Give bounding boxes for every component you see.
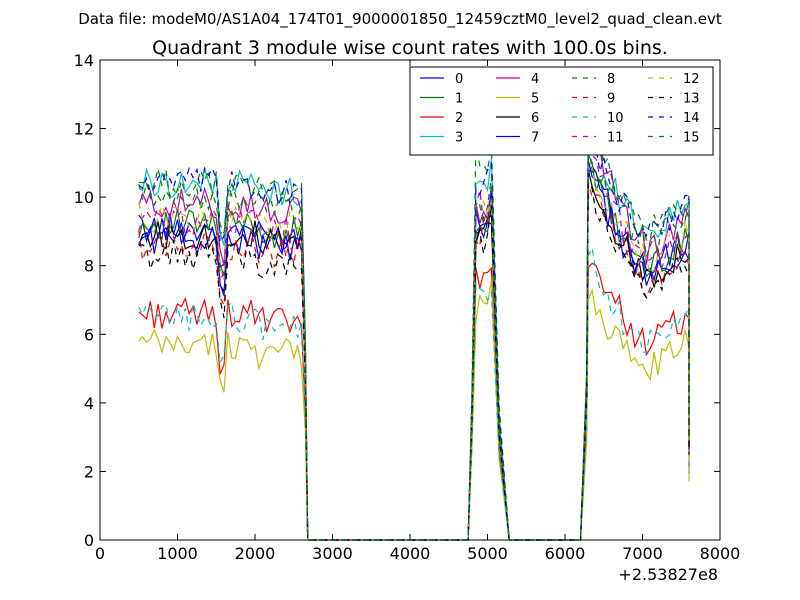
y-tick-label: 4 xyxy=(84,394,94,413)
legend-box xyxy=(409,66,714,156)
series-line-8 xyxy=(138,122,690,541)
y-tick-label: 8 xyxy=(84,257,94,276)
series-layer xyxy=(138,108,690,541)
legend-label-1: 1 xyxy=(455,92,463,107)
chart-title: Quadrant 3 module wise count rates with … xyxy=(152,37,668,59)
series-line-11 xyxy=(138,132,690,541)
y-tick-label: 6 xyxy=(84,325,94,344)
legend-label-12: 12 xyxy=(683,72,700,87)
x-axis-offset-label: +2.53827e8 xyxy=(618,565,718,584)
series-line-12 xyxy=(138,162,690,541)
axes-layer: 0 1000 2000 3000 4000 5000 6000 7000 80000246810… xyxy=(74,51,741,563)
x-tick-label: 8000 xyxy=(700,544,741,563)
series-line-13 xyxy=(138,180,690,541)
legend-label-9: 9 xyxy=(607,92,615,107)
y-tick-label: 14 xyxy=(74,51,94,70)
series-line-4 xyxy=(138,108,690,541)
legend-label-6: 6 xyxy=(531,111,539,126)
series-line-14 xyxy=(138,127,690,541)
series-line-5 xyxy=(138,280,690,541)
x-tick-label: 2000 xyxy=(235,544,276,563)
series-line-6 xyxy=(138,169,690,541)
series-line-10 xyxy=(138,245,690,541)
y-tick-label: 0 xyxy=(84,531,94,550)
series-line-15 xyxy=(138,138,690,541)
legend-label-4: 4 xyxy=(531,72,539,87)
y-tick-label: 12 xyxy=(74,120,94,139)
series-line-3 xyxy=(138,121,690,541)
x-tick-label: 3000 xyxy=(312,544,353,563)
x-tick-label: 6000 xyxy=(545,544,586,563)
series-line-7 xyxy=(138,165,690,541)
x-tick-label: 7000 xyxy=(622,544,663,563)
y-tick-label: 10 xyxy=(74,188,94,207)
legend-label-15: 15 xyxy=(683,131,700,146)
x-tick-label: 0 xyxy=(95,544,105,563)
legend-label-3: 3 xyxy=(455,131,463,146)
series-line-9 xyxy=(138,182,690,541)
y-tick-label: 2 xyxy=(84,462,94,481)
x-tick-label: 5000 xyxy=(467,544,508,563)
legend-label-8: 8 xyxy=(607,72,615,87)
series-line-1 xyxy=(138,152,690,541)
legend-label-5: 5 xyxy=(531,92,539,107)
legend-label-10: 10 xyxy=(607,111,624,126)
legend-label-11: 11 xyxy=(607,131,624,146)
x-tick-label: 4000 xyxy=(390,544,431,563)
x-tick-label: 1000 xyxy=(157,544,198,563)
legend-label-14: 14 xyxy=(683,111,700,126)
legend-label-7: 7 xyxy=(531,131,539,146)
chart-suptitle: Data file: modeM0/AS1A04_174T01_90000018… xyxy=(78,10,722,29)
legend-label-13: 13 xyxy=(683,92,700,107)
legend-label-0: 0 xyxy=(455,72,463,87)
legend-label-2: 2 xyxy=(455,111,463,126)
